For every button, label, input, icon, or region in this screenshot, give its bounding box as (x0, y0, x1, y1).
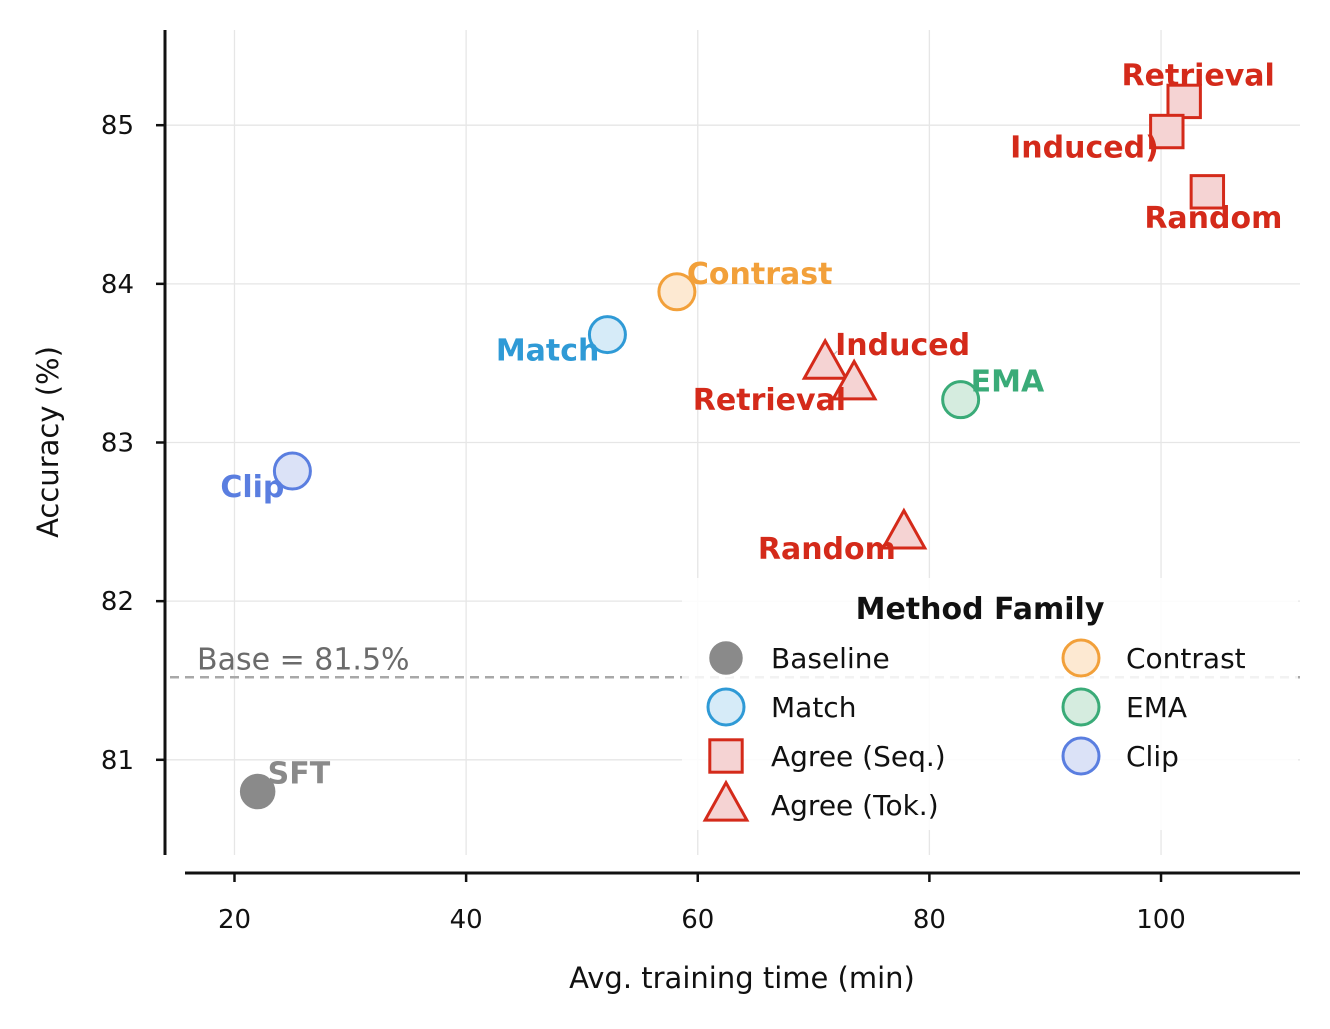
reference-line-layer: Base = 81.5% (170, 642, 1300, 679)
points-layer (237, 83, 1226, 812)
data-point-label: Random (758, 532, 896, 567)
data-point-agree-triangle (880, 507, 928, 550)
data-point-contrast-circle (657, 272, 697, 312)
legend-entry-label: Agree (Seq.) (771, 740, 946, 773)
legend-title: Method Family (856, 592, 1105, 627)
data-point-label: Retrieval (1122, 58, 1275, 93)
x-tick-label: 20 (218, 905, 251, 935)
data-point-ema-circle (941, 380, 981, 420)
x-tick-label: 60 (681, 905, 714, 935)
y-axis-title: Accuracy (%) (31, 346, 65, 538)
data-point-agree-triangle (830, 358, 878, 401)
legend-entry-label: Clip (1126, 740, 1179, 773)
legend-frame (682, 578, 1298, 830)
point-labels-layer: SFTClipMatchContrastEMAInducedRetrievalR… (220, 58, 1282, 791)
data-point-agree-square (1166, 83, 1202, 120)
legend-entry-label: Contrast (1126, 642, 1246, 675)
legend-marker-ema-circle (1061, 687, 1101, 727)
x-tick-label: 100 (1136, 905, 1186, 935)
baseline-reference-label: Base = 81.5% (197, 642, 410, 677)
legend-marker-match-circle (706, 687, 746, 727)
legend-marker-agree-square (708, 738, 744, 774)
data-point-label: Match (496, 334, 600, 369)
data-point-label: Contrast (687, 257, 833, 292)
y-tick-label: 82 (101, 587, 134, 617)
y-tick-label: 83 (101, 429, 134, 459)
legend: Method Family Baseline Contrast Match EMA Ag… (682, 578, 1298, 830)
legend-entry-label: Agree (Tok.) (771, 789, 939, 822)
legend-marker-clip-circle (1061, 736, 1101, 776)
x-tick-label: 40 (450, 905, 483, 935)
data-point-label: Retrieval (693, 383, 846, 418)
axes-layer: Avg. training time (min) Accuracy (%) (31, 30, 1300, 995)
legend-entry-label: Match (771, 691, 856, 724)
x-tick-label: 80 (913, 905, 946, 935)
data-point-label: Clip (220, 470, 284, 505)
data-point-agree-square (1149, 113, 1185, 150)
data-point-match-circle (587, 315, 627, 355)
y-tick-label: 81 (101, 746, 134, 776)
y-tick-label: 84 (101, 270, 134, 300)
legend-entry-label: Baseline (771, 642, 890, 675)
data-point-label: Induced (835, 328, 970, 363)
legend-marker-agree-triangle (702, 779, 750, 822)
data-point-label: Random (1144, 201, 1282, 236)
data-point-agree-square (1189, 174, 1226, 210)
data-point-baseline-circle (237, 771, 278, 812)
ticks-layer: 20 40 60 80 100 81 82 83 84 85 (101, 111, 1186, 935)
legend-marker-contrast-circle (1061, 638, 1101, 678)
legend-entry-label: EMA (1126, 691, 1187, 724)
legend-marker-baseline-circle (706, 638, 746, 678)
data-point-label: Induced) (1010, 131, 1159, 166)
x-axis-title: Avg. training time (min) (569, 961, 915, 995)
y-tick-label: 85 (101, 111, 134, 141)
data-point-label: SFT (268, 757, 331, 792)
data-point-clip-circle (272, 451, 312, 491)
data-point-agree-triangle (801, 337, 849, 380)
data-point-label: EMA (971, 365, 1045, 400)
